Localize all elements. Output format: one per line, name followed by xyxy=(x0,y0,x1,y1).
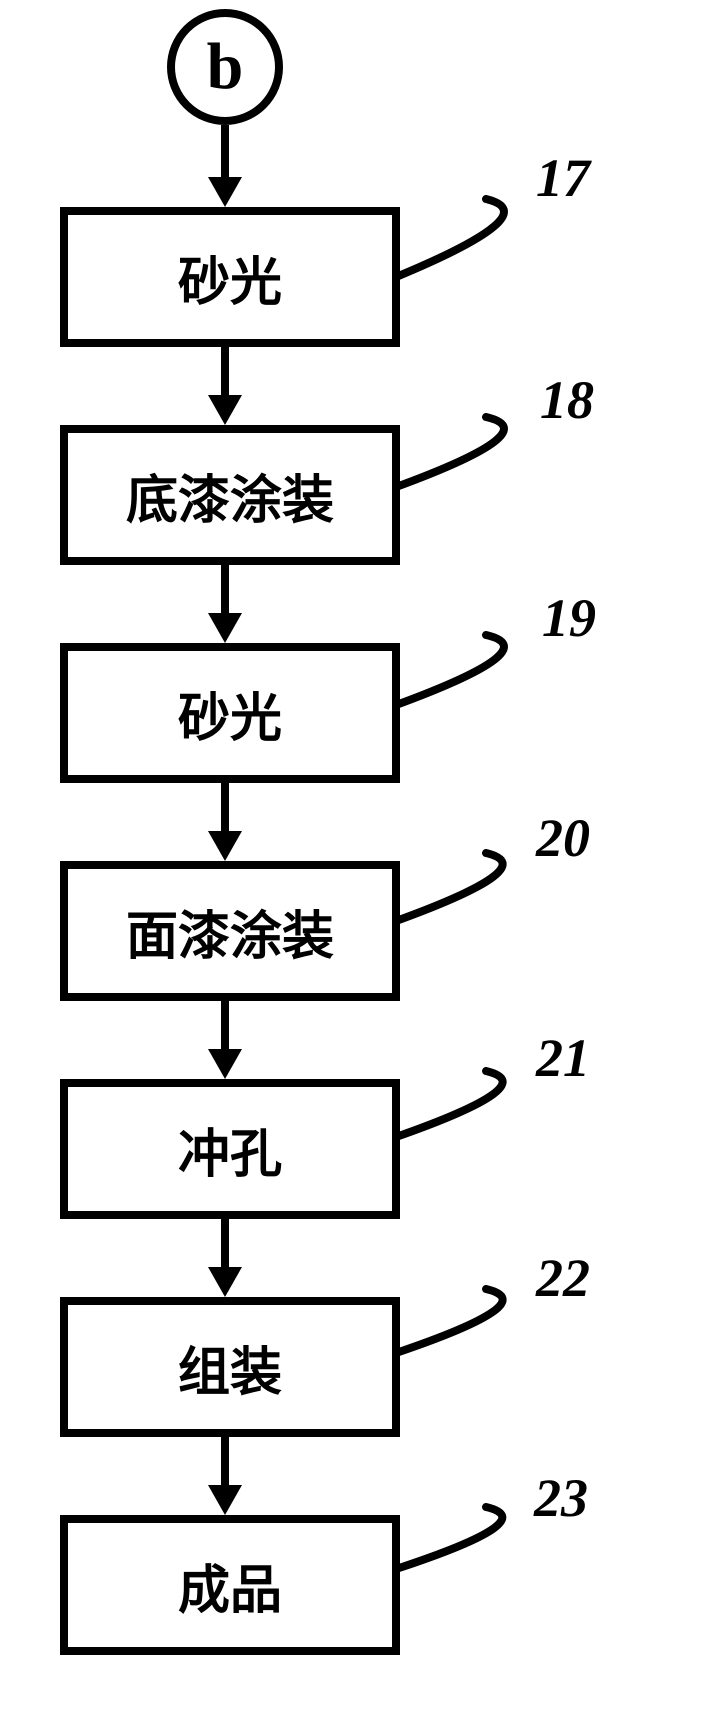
leader-line xyxy=(0,0,706,1716)
flowchart-canvas: b砂光17底漆涂装18砂光19面漆涂装20冲孔21组装22成品23 xyxy=(0,0,706,1716)
step-number: 23 xyxy=(534,1467,588,1529)
